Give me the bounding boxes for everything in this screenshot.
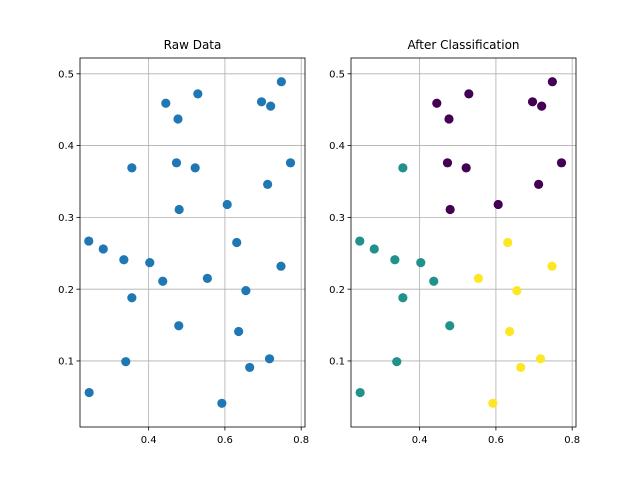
classified-point xyxy=(505,326,515,337)
classified-y-tick-label: 0.4 xyxy=(329,141,345,152)
raw-point xyxy=(158,276,168,286)
classified-point xyxy=(503,237,513,248)
raw-point xyxy=(161,98,171,108)
raw-point xyxy=(84,236,94,246)
raw-point xyxy=(171,158,182,168)
classified-point xyxy=(355,236,365,246)
classified-point xyxy=(488,398,498,408)
raw-data-title: Raw Data xyxy=(164,38,222,52)
raw-y-tick-label: 0.5 xyxy=(58,69,74,80)
raw-point xyxy=(245,362,255,373)
raw-point xyxy=(127,163,137,173)
classified-point xyxy=(464,89,474,99)
classified-y-tick-label: 0.3 xyxy=(329,213,345,224)
raw-point xyxy=(276,77,286,87)
raw-x-tick-label: 0.8 xyxy=(293,435,309,446)
classified-y-tick-label: 0.1 xyxy=(329,357,345,368)
raw-point xyxy=(84,387,94,398)
classified-point xyxy=(369,244,379,254)
raw-point xyxy=(234,326,244,337)
classified-point xyxy=(445,321,455,331)
classified-point xyxy=(429,276,439,286)
raw-point xyxy=(98,244,108,254)
classified-point xyxy=(535,354,546,364)
classified-x-tick-label: 0.6 xyxy=(488,435,504,446)
raw-point xyxy=(232,237,242,248)
classified-y-tick-label: 0.2 xyxy=(329,285,345,296)
raw-point xyxy=(121,357,131,367)
raw-point xyxy=(241,285,251,296)
classified-point xyxy=(512,285,522,296)
classified-point xyxy=(547,261,557,271)
classified-title: After Classification xyxy=(407,38,519,52)
classified-point xyxy=(556,158,567,168)
classified-point xyxy=(432,98,442,108)
classified-point xyxy=(493,199,503,210)
raw-point xyxy=(173,114,183,124)
classified-point xyxy=(527,97,538,107)
classified-point xyxy=(537,101,547,111)
raw-point xyxy=(202,273,212,283)
raw-point xyxy=(174,321,184,331)
raw-point xyxy=(190,163,200,173)
raw-x-tick-label: 0.6 xyxy=(217,435,233,446)
classified-point xyxy=(398,163,408,173)
classified-point xyxy=(516,362,526,373)
raw-point xyxy=(276,261,286,271)
raw-data-panel: Raw Data 0.4 0.6 0.8 0.1 0.2 0.3 0.4 0.5 xyxy=(58,38,309,446)
raw-point xyxy=(285,158,296,168)
raw-point xyxy=(174,204,184,215)
raw-point xyxy=(263,179,273,189)
raw-point xyxy=(264,354,275,364)
raw-point xyxy=(256,97,267,107)
raw-y-tick-label: 0.2 xyxy=(58,285,74,296)
raw-point xyxy=(145,258,155,268)
raw-point xyxy=(119,255,129,265)
classified-axes-frame xyxy=(350,57,577,428)
classified-x-tick-label: 0.4 xyxy=(412,435,428,446)
classified-point xyxy=(416,258,426,268)
raw-point xyxy=(193,89,203,99)
raw-point xyxy=(127,293,137,303)
raw-y-tick-label: 0.1 xyxy=(58,357,74,368)
raw-x-tick-label: 0.4 xyxy=(141,435,157,446)
raw-axes-frame xyxy=(79,57,306,428)
classified-point xyxy=(445,204,455,215)
raw-point xyxy=(222,199,232,210)
raw-y-tick-label: 0.4 xyxy=(58,141,74,152)
classified-x-tick-label: 0.8 xyxy=(564,435,580,446)
classified-point xyxy=(461,163,471,173)
classified-point xyxy=(442,158,453,168)
classified-point xyxy=(390,255,400,265)
classified-panel: After Classification 0.4 0.6 0.8 0.1 0.2 0.3 0… xyxy=(329,38,580,446)
raw-point xyxy=(266,101,276,111)
raw-y-tick-label: 0.3 xyxy=(58,213,74,224)
classified-y-tick-label: 0.5 xyxy=(329,69,345,80)
classified-point xyxy=(355,387,365,398)
raw-point xyxy=(217,398,227,408)
classified-point xyxy=(444,114,454,124)
classified-point xyxy=(534,179,544,189)
classified-point xyxy=(547,77,557,87)
classified-point xyxy=(392,357,402,367)
classified-point xyxy=(473,273,483,283)
classified-point xyxy=(398,293,408,303)
